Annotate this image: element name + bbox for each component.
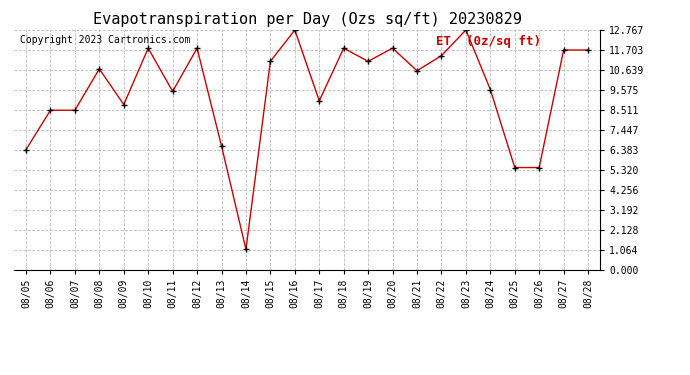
ET  (0z/sq ft) [315,99,324,103]
ET  (0z/sq ft) [193,46,201,50]
ET  (0z/sq ft) [437,54,446,58]
ET  (0z/sq ft) [486,87,495,92]
ET  (0z/sq ft) [388,46,397,50]
ET  (0z/sq ft) [22,147,30,152]
Text: Copyright 2023 Cartronics.com: Copyright 2023 Cartronics.com [19,35,190,45]
ET  (0z/sq ft) [217,144,226,148]
ET  (0z/sq ft) [364,59,373,64]
ET  (0z/sq ft) [168,89,177,94]
Title: Evapotranspiration per Day (Ozs sq/ft) 20230829: Evapotranspiration per Day (Ozs sq/ft) 2… [92,12,522,27]
ET  (0z/sq ft) [560,48,568,52]
Line: ET  (0z/sq ft): ET (0z/sq ft) [23,27,591,253]
ET  (0z/sq ft) [462,28,470,32]
ET  (0z/sq ft) [71,108,79,112]
ET  (0z/sq ft) [144,46,152,50]
ET  (0z/sq ft) [290,28,299,32]
ET  (0z/sq ft) [584,48,592,52]
ET  (0z/sq ft) [95,67,104,71]
ET  (0z/sq ft) [511,165,519,170]
ET  (0z/sq ft) [119,102,128,107]
ET  (0z/sq ft) [46,108,55,112]
Text: ET  (0z/sq ft): ET (0z/sq ft) [436,35,541,48]
ET  (0z/sq ft) [339,46,348,50]
ET  (0z/sq ft) [241,247,250,252]
ET  (0z/sq ft) [413,69,421,73]
ET  (0z/sq ft) [266,59,275,64]
ET  (0z/sq ft) [535,165,543,170]
